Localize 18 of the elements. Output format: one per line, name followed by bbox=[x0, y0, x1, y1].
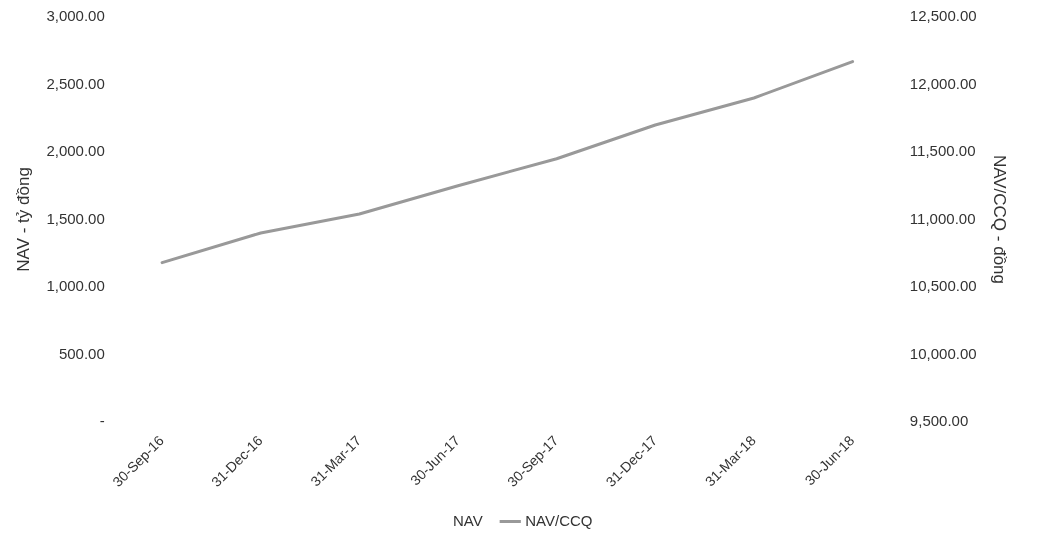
legend-label: NAV/CCQ bbox=[525, 511, 593, 529]
y2-tick-label: 11,000.00 bbox=[909, 209, 976, 227]
y2-axis-title: NAV/CCQ - đồng bbox=[990, 154, 1010, 285]
y-tick-label: 2,000.00 bbox=[46, 142, 105, 160]
y-tick-label: 1,000.00 bbox=[46, 277, 105, 295]
y2-tick-label: 9,500.00 bbox=[909, 412, 969, 430]
y2-tick-label: 10,500.00 bbox=[909, 277, 977, 295]
y-tick-label: - bbox=[99, 412, 105, 430]
y-tick-label: 3,000.00 bbox=[46, 7, 105, 25]
y2-tick-label: 12,000.00 bbox=[909, 74, 977, 92]
y2-tick-label: 10,000.00 bbox=[909, 344, 977, 362]
y-tick-label: 1,500.00 bbox=[46, 209, 105, 227]
y-tick-label: 500.00 bbox=[58, 344, 105, 362]
y-tick-label: 2,500.00 bbox=[46, 74, 105, 92]
y2-tick-label: 11,500.00 bbox=[909, 142, 976, 160]
y2-tick-label: 12,500.00 bbox=[909, 7, 977, 25]
y-axis-title: NAV - tỷ đồng bbox=[13, 167, 33, 272]
text: NAV bbox=[453, 511, 483, 529]
